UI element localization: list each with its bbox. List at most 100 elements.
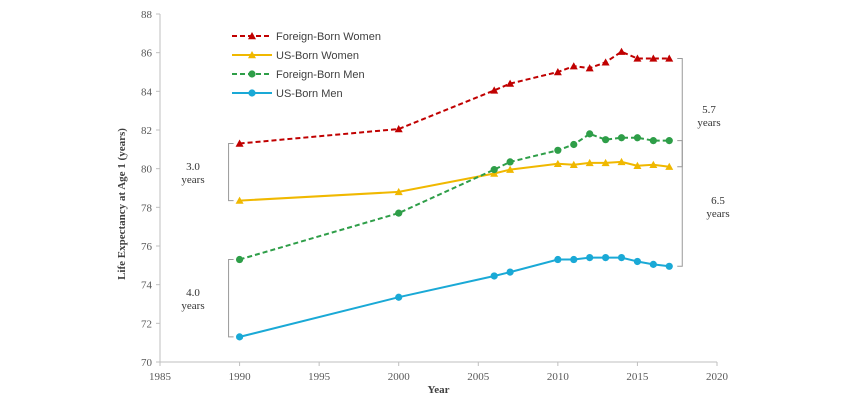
data-point <box>665 54 674 62</box>
legend: Foreign-Born Women US-Born Women Foreign-B… <box>232 31 381 100</box>
gap-value: 6.5 <box>711 195 725 207</box>
legend-swatch-marker <box>248 70 256 78</box>
x-tick-label: 1995 <box>308 371 331 383</box>
data-point <box>394 187 403 196</box>
gap-bracket <box>228 259 234 338</box>
y-tick-label: 80 <box>141 164 153 176</box>
data-point <box>633 257 642 266</box>
y-tick-label: 88 <box>141 9 153 21</box>
data-point <box>394 125 403 133</box>
data-point <box>633 161 642 169</box>
y-tick-label: 78 <box>141 202 153 214</box>
data-point <box>617 254 626 262</box>
gap-bracket <box>228 143 234 202</box>
x-tick-label: 2000 <box>388 371 411 383</box>
data-point <box>633 54 642 62</box>
legend-label: US-Born Men <box>276 88 343 100</box>
series-line <box>239 160 670 202</box>
data-point <box>649 260 657 268</box>
gap-value: 3.0 <box>186 161 200 173</box>
data-point <box>633 134 642 142</box>
data-point <box>601 58 610 66</box>
axes-group: 70 72 74 76 78 80 82 84 86 88 1985 1990 1995 2000 2005… <box>116 9 729 396</box>
data-point <box>506 79 515 87</box>
data-point <box>490 272 498 280</box>
y-tick-label: 74 <box>141 280 153 292</box>
legend-label: Foreign-Born Women <box>276 31 381 43</box>
data-point <box>490 86 499 94</box>
y-tick-label: 86 <box>141 48 153 60</box>
series-line <box>239 50 670 145</box>
data-point <box>570 140 578 149</box>
series-us-born-men <box>235 254 673 341</box>
data-point <box>506 268 514 276</box>
gap-value: 4.0 <box>186 287 200 299</box>
annotation-brackets <box>228 57 683 338</box>
legend-item: US-Born Women <box>232 50 359 62</box>
legend-item: Foreign-Born Men <box>232 69 365 81</box>
data-point <box>553 68 562 76</box>
data-point <box>554 146 562 154</box>
data-point <box>569 160 578 168</box>
series-foreign-born-women <box>235 47 674 147</box>
y-tick-label: 70 <box>141 357 153 369</box>
data-point <box>235 139 244 147</box>
data-point <box>569 62 578 70</box>
data-point <box>585 158 594 167</box>
data-point <box>395 293 403 301</box>
gap-bracket <box>677 140 683 267</box>
gap-unit: years <box>181 174 204 186</box>
data-point <box>570 255 578 264</box>
data-point <box>490 166 498 174</box>
data-point <box>235 255 244 264</box>
data-point <box>586 254 594 262</box>
data-point <box>649 137 657 145</box>
data-point <box>665 137 673 145</box>
series-us-born-women <box>235 157 674 204</box>
x-tick-label: 2010 <box>547 371 570 383</box>
data-point <box>506 165 515 173</box>
x-tick-label: 2005 <box>467 371 490 383</box>
x-tick-label: 1990 <box>229 371 252 383</box>
gap-value: 5.7 <box>702 104 716 116</box>
y-axis-title: Life Expectancy at Age 1 (years) <box>116 128 128 280</box>
data-point <box>665 162 674 170</box>
data-point <box>601 158 610 167</box>
data-point <box>665 262 673 270</box>
data-point <box>554 255 562 264</box>
x-axis-title: Year <box>428 384 450 396</box>
data-point <box>586 130 594 138</box>
legend-swatch-marker <box>248 89 256 97</box>
x-tick-label: 1985 <box>149 371 172 383</box>
gap-unit: years <box>706 208 729 220</box>
data-point <box>617 134 626 142</box>
legend-label: Foreign-Born Men <box>276 69 365 81</box>
gap-unit: years <box>697 117 720 129</box>
data-point <box>585 64 594 72</box>
legend-item: US-Born Men <box>232 88 343 100</box>
legend-item: Foreign-Born Women <box>232 31 381 43</box>
x-tick-label: 2015 <box>626 371 649 383</box>
data-point <box>506 158 514 166</box>
y-tick-label: 82 <box>141 125 152 137</box>
gap-unit: years <box>181 300 204 312</box>
y-tick-label: 76 <box>141 241 153 253</box>
data-point <box>235 333 244 341</box>
data-point <box>602 254 610 262</box>
data-point <box>617 157 626 166</box>
data-point <box>395 209 403 217</box>
legend-swatch-marker <box>248 51 256 59</box>
data-point <box>553 159 562 168</box>
y-tick-label: 84 <box>141 86 153 98</box>
series-line <box>239 256 670 338</box>
legend-label: US-Born Women <box>276 50 359 62</box>
data-point <box>649 54 658 62</box>
data-point <box>649 160 658 168</box>
